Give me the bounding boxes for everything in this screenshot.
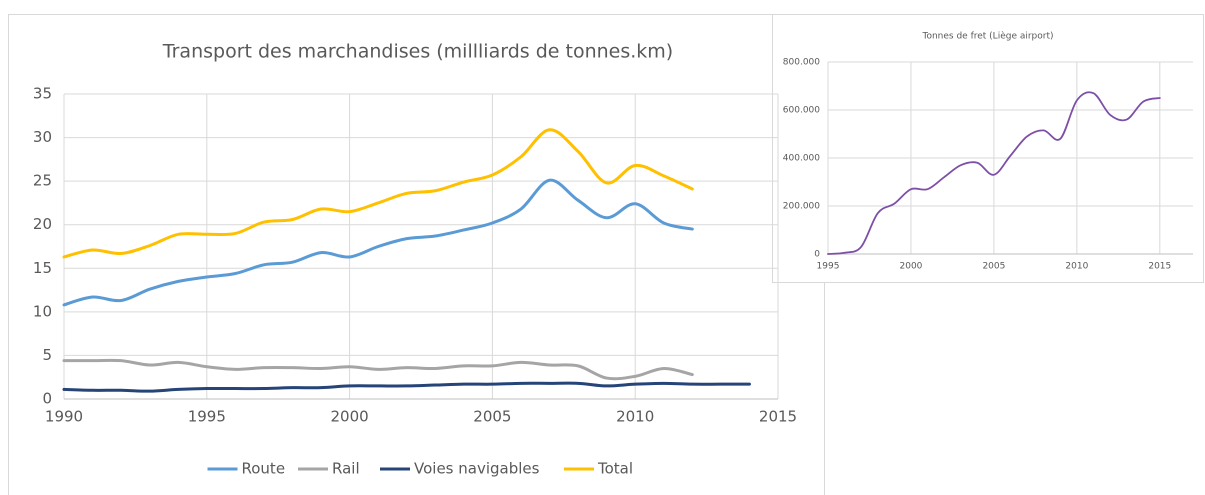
y-tick-label: 20 <box>33 215 52 233</box>
chart: Tonnes de fret (Liège airport) 0 200.000 40… <box>783 31 1193 272</box>
chart-frame <box>772 14 1204 283</box>
y-tick-label: 0 <box>42 390 52 408</box>
legend-label: Route <box>242 460 286 478</box>
y-tick-label: 0 <box>814 250 820 260</box>
y-tick-label: 15 <box>33 259 52 277</box>
y-tick-label: 5 <box>42 346 52 364</box>
x-tick-label: 2010 <box>1065 262 1088 272</box>
line-series <box>62 128 694 259</box>
x-tick-label: 1995 <box>817 262 840 272</box>
chart-title: Transport des marchandises (millliards d… <box>162 41 673 63</box>
line-series <box>827 91 1161 255</box>
x-tick-label: 2000 <box>900 262 923 272</box>
x-tick-label: 2015 <box>759 408 797 426</box>
y-tick-label: 35 <box>33 85 52 103</box>
y-tick-label: 600.000 <box>783 106 820 116</box>
y-tick-label: 30 <box>33 128 52 146</box>
legend-label: Voies navigables <box>414 460 540 478</box>
y-tick-label: 400.000 <box>783 154 820 164</box>
legend-label: Rail <box>332 460 360 478</box>
x-tick-label: 2015 <box>1148 262 1171 272</box>
line-series <box>62 381 751 393</box>
line-series <box>62 178 694 307</box>
y-tick-label: 10 <box>33 302 52 320</box>
chart-title: Tonnes de fret (Liège airport) <box>921 31 1053 42</box>
x-tick-label: 1990 <box>45 408 83 426</box>
x-tick-label: 2005 <box>473 408 511 426</box>
y-tick-label: 200.000 <box>783 202 820 212</box>
legend-label: Total <box>597 460 633 478</box>
line-series <box>62 358 694 381</box>
x-tick-label: 2010 <box>616 408 654 426</box>
x-tick-label: 2000 <box>331 408 369 426</box>
y-tick-label: 800.000 <box>783 58 820 68</box>
x-tick-label: 1995 <box>188 408 226 426</box>
chart-frame <box>8 14 825 495</box>
x-tick-label: 2005 <box>982 262 1005 272</box>
chart: Transport des marchandises (millliards d… <box>33 41 797 478</box>
y-tick-label: 25 <box>33 172 52 190</box>
